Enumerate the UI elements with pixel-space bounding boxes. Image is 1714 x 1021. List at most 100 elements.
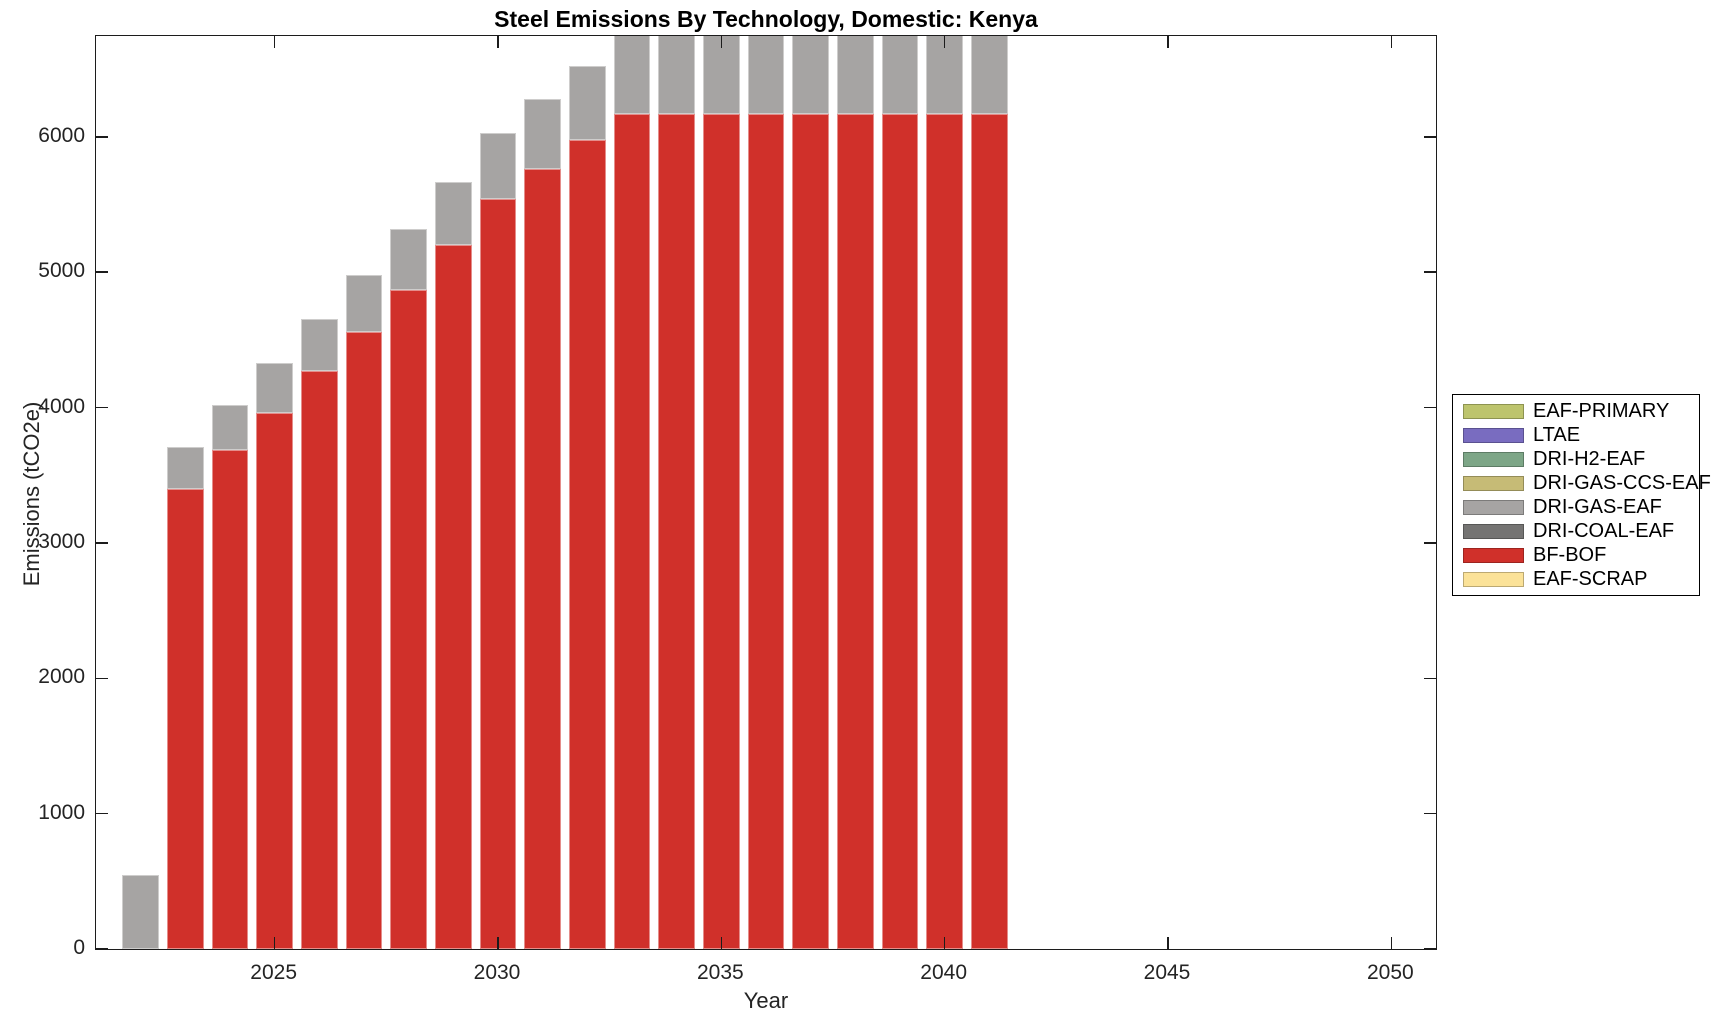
y-tick-mark-right-3000 bbox=[1424, 542, 1436, 544]
x-tick-label-2050: 2050 bbox=[1366, 961, 1414, 984]
legend-label: DRI-H2-EAF bbox=[1533, 447, 1646, 470]
bar-segment-2031-bf-bof bbox=[524, 168, 561, 949]
x-tick-mark-top-2025 bbox=[273, 36, 276, 48]
legend-swatch-dri-gas-ccs-eaf bbox=[1463, 475, 1524, 491]
legend-label: EAF-PRIMARY bbox=[1533, 399, 1670, 422]
bar-segment-2029-dri-gas-eaf bbox=[435, 181, 472, 246]
bar-segment-2026-bf-bof bbox=[301, 371, 338, 949]
y-tick-mark-right-5000 bbox=[1424, 271, 1436, 273]
x-tick-mark-top-2045 bbox=[1167, 36, 1169, 48]
x-tick-mark-top-2030 bbox=[497, 36, 499, 48]
legend-row-ltae: LTAE bbox=[1453, 423, 1699, 447]
legend-label: DRI-GAS-EAF bbox=[1533, 495, 1662, 518]
legend-row-dri-coal-eaf: DRI-COAL-EAF bbox=[1453, 519, 1699, 543]
bar-segment-2027-dri-gas-eaf bbox=[345, 274, 383, 332]
legend-swatch-eaf-primary bbox=[1463, 403, 1524, 419]
legend-label: LTAE bbox=[1533, 423, 1581, 446]
x-tick-mark-top-2035 bbox=[720, 36, 723, 48]
legend-swatch-dri-coal-eaf bbox=[1463, 523, 1524, 539]
y-tick-mark-left-0 bbox=[96, 948, 108, 949]
x-tick-mark-bottom-2030 bbox=[497, 937, 499, 949]
x-tick-mark-bottom-2045 bbox=[1167, 937, 1169, 949]
y-tick-mark-left-4000 bbox=[96, 406, 108, 409]
y-tick-mark-right-4000 bbox=[1424, 406, 1436, 409]
legend-label: DRI-COAL-EAF bbox=[1533, 519, 1675, 542]
bar-segment-2041-dri-gas-eaf bbox=[971, 36, 1008, 114]
y-tick-mark-right-0 bbox=[1424, 948, 1436, 949]
y-tick-mark-left-3000 bbox=[96, 542, 108, 544]
x-tick-label-2040: 2040 bbox=[920, 961, 968, 984]
x-tick-mark-bottom-2025 bbox=[273, 937, 276, 949]
bar-segment-2035-dri-gas-eaf bbox=[703, 36, 740, 114]
bar-segment-2039-dri-gas-eaf bbox=[881, 36, 919, 114]
y-tick-label-3000: 3000 bbox=[38, 529, 85, 553]
bar-segment-2040-bf-bof bbox=[926, 113, 963, 949]
y-axis-label: Emissions (tCO2e) bbox=[19, 401, 44, 587]
plot-area bbox=[95, 35, 1437, 950]
legend-swatch-dri-h2-eaf bbox=[1463, 451, 1524, 467]
y-tick-mark-right-1000 bbox=[1424, 812, 1436, 815]
legend-row-eaf-primary: EAF-PRIMARY bbox=[1453, 399, 1699, 423]
x-tick-label-2035: 2035 bbox=[696, 961, 744, 984]
legend: EAF-PRIMARY LTAE DRI-H2-EAF DRI-GAS-CCS-EAF… bbox=[1452, 394, 1711, 596]
bar-segment-2040-dri-gas-eaf bbox=[926, 36, 963, 114]
bar-segment-2034-dri-gas-eaf bbox=[658, 36, 695, 114]
x-tick-label-2025: 2025 bbox=[250, 961, 298, 984]
x-tick-mark-bottom-2050 bbox=[1390, 937, 1393, 949]
y-tick-mark-left-1000 bbox=[96, 812, 108, 815]
legend-row-bf-bof: BF-BOF bbox=[1453, 543, 1699, 567]
bar-segment-2025-bf-bof bbox=[256, 412, 293, 949]
bar-segment-2038-bf-bof bbox=[837, 113, 874, 949]
bar-segment-2033-bf-bof bbox=[613, 113, 651, 949]
bar-segment-2034-bf-bof bbox=[658, 113, 695, 949]
x-tick-mark-top-2050 bbox=[1390, 36, 1393, 48]
bar-segment-2022-dri-gas-eaf bbox=[122, 874, 159, 949]
x-tick-label-2030: 2030 bbox=[473, 961, 521, 984]
y-tick-label-1000: 1000 bbox=[38, 800, 85, 824]
legend-swatch-dri-gas-eaf bbox=[1463, 499, 1524, 515]
legend-swatch-bf-bof bbox=[1463, 547, 1524, 563]
bar-segment-2025-dri-gas-eaf bbox=[256, 362, 293, 413]
bar-segment-2026-dri-gas-eaf bbox=[301, 318, 338, 371]
bar-segment-2039-bf-bof bbox=[881, 113, 919, 949]
bar-segment-2031-dri-gas-eaf bbox=[524, 98, 561, 169]
legend-row-eaf-scrap: EAF-SCRAP bbox=[1453, 567, 1699, 591]
bar-segment-2023-dri-gas-eaf bbox=[167, 446, 204, 489]
x-axis-label: Year bbox=[743, 988, 789, 1013]
y-tick-mark-left-6000 bbox=[96, 136, 108, 138]
bar-segment-2024-dri-gas-eaf bbox=[211, 404, 249, 450]
y-tick-mark-left-2000 bbox=[96, 677, 108, 680]
bar-segment-2032-dri-gas-eaf bbox=[569, 65, 606, 141]
bar-segment-2023-bf-bof bbox=[167, 488, 204, 949]
bar-segment-2029-bf-bof bbox=[435, 245, 472, 949]
y-tick-label-0: 0 bbox=[73, 936, 85, 959]
legend-row-dri-gas-ccs-eaf: DRI-GAS-CCS-EAF bbox=[1453, 471, 1711, 495]
y-tick-label-6000: 6000 bbox=[38, 123, 85, 147]
bar-segment-2028-bf-bof bbox=[390, 289, 427, 949]
bar-segment-2032-bf-bof bbox=[569, 140, 606, 949]
bar-segment-2028-dri-gas-eaf bbox=[390, 228, 427, 290]
bar-segment-2027-bf-bof bbox=[345, 331, 383, 949]
bar-segment-2041-bf-bof bbox=[971, 113, 1008, 949]
y-tick-mark-right-6000 bbox=[1424, 136, 1436, 138]
legend-label: DRI-GAS-CCS-EAF bbox=[1533, 471, 1711, 494]
bar-segment-2030-dri-gas-eaf bbox=[479, 132, 517, 200]
chart-title: Steel Emissions By Technology, Domestic:… bbox=[494, 6, 1038, 32]
legend-swatch-ltae bbox=[1463, 427, 1524, 443]
bar-segment-2036-bf-bof bbox=[747, 113, 785, 949]
bar-segment-2036-dri-gas-eaf bbox=[747, 36, 785, 114]
x-tick-mark-bottom-2035 bbox=[720, 937, 723, 949]
y-tick-mark-left-5000 bbox=[96, 271, 108, 273]
legend-label: BF-BOF bbox=[1533, 543, 1607, 566]
y-tick-label-5000: 5000 bbox=[38, 259, 85, 283]
y-tick-mark-right-2000 bbox=[1424, 677, 1436, 680]
legend-swatch-eaf-scrap bbox=[1463, 571, 1524, 587]
bar-segment-2037-bf-bof bbox=[792, 113, 829, 949]
bar-segment-2033-dri-gas-eaf bbox=[613, 36, 651, 114]
bar-segment-2037-dri-gas-eaf bbox=[792, 36, 829, 114]
y-tick-label-4000: 4000 bbox=[38, 394, 85, 418]
x-tick-label-2045: 2045 bbox=[1143, 961, 1191, 984]
legend-row-dri-gas-eaf: DRI-GAS-EAF bbox=[1453, 495, 1699, 519]
x-tick-mark-bottom-2040 bbox=[943, 937, 946, 949]
